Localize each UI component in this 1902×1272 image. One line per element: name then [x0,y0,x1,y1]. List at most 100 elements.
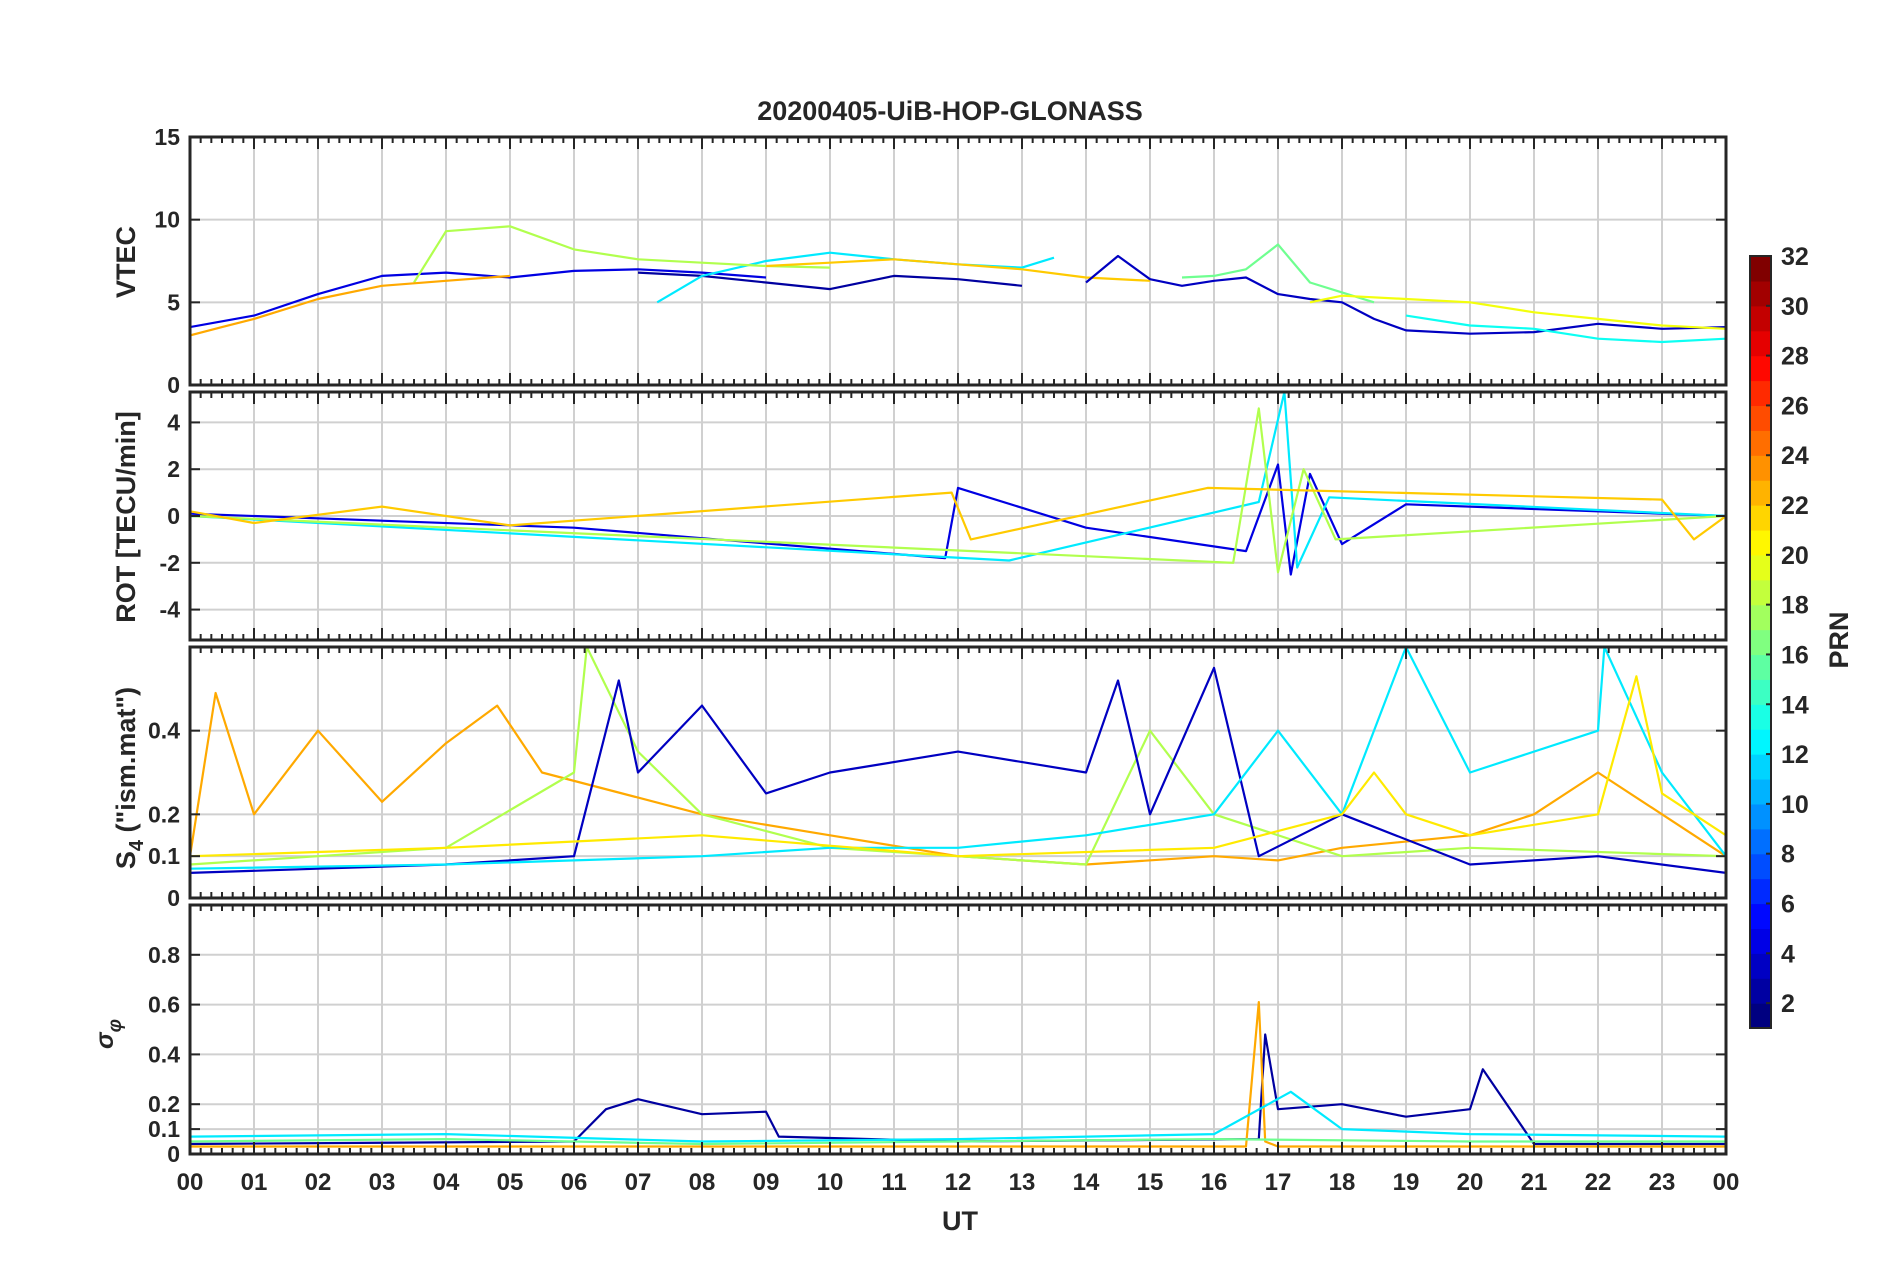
colorbar-tick-label: 24 [1781,442,1809,470]
colorbar-segment [1750,554,1771,581]
rot-series-prn-22 [190,486,1726,541]
colorbar-tick-label: 32 [1781,243,1809,271]
s4-ytick-label: 0 [167,885,180,911]
colorbar-tick-label: 26 [1781,392,1809,420]
x-tick-label: 05 [497,1169,524,1196]
s4-series-prn-23 [190,691,1726,866]
s4-ytick-label: 0.1 [148,843,180,869]
colorbar-segment [1750,903,1771,929]
rot-series-prn-18 [190,407,1726,574]
colorbar-segment [1750,430,1771,456]
x-axis-label: UT [942,1206,978,1236]
x-tick-label: 16 [1201,1169,1228,1196]
sigma-panel: 00.10.2 0.4 0.6 0.8 00 01 02 03 04 05 06 07 08 09 10 11… [148,903,1740,1196]
rot-ytick-label: 0 [167,503,180,529]
panels: 051015-4-202400.10.20.400.10.20.40.60.80… [148,124,1739,1196]
colorbar-segment [1750,480,1771,506]
s4-ytick-label: 0.4 [148,718,180,744]
x-tick-label: 07 [625,1169,652,1196]
colorbar-segment [1750,405,1771,431]
colorbar-tick-label: 14 [1781,691,1809,719]
colorbar-tick-label: 6 [1781,890,1795,918]
colorbar-tick-label: 10 [1781,791,1809,819]
colorbar-segment [1750,604,1771,631]
colorbar-segment [1750,828,1771,855]
sigma-series-prn-16 [190,1138,1726,1146]
sigma-ytick-label: 0.2 [148,1091,180,1117]
x-tick-label: 14 [1073,1169,1100,1196]
vtec-series-prn-13 [1405,314,1726,344]
colorbar-tick-label: 4 [1781,940,1795,968]
colorbar-segment [1750,803,1771,830]
x-tick-label: 21 [1521,1169,1548,1196]
rot-ytick-label: -2 [160,550,180,576]
colorbar-tick-label: 20 [1781,542,1809,570]
vtec-series-prn-12 [656,251,1055,304]
colorbar-segment [1750,1003,1771,1029]
sigma-ytick-label: 0 [167,1141,180,1167]
x-tick-label: 19 [1393,1169,1420,1196]
sigma-ylabel: σφ [91,1019,126,1049]
colorbar-segment [1750,978,1771,1004]
x-tick-label: 03 [369,1169,396,1196]
colorbar-segment [1750,878,1771,905]
x-tick-label: 15 [1137,1169,1164,1196]
rot-series-prn-12 [190,392,1726,569]
x-tick-label: 06 [561,1169,588,1196]
x-tick-label: 00 [1713,1169,1740,1196]
vtec-series-prn-20 [1309,294,1726,330]
vtec-series-prn-4 [190,268,767,329]
colorbar-segment [1750,579,1771,606]
rot-panel: -4 -2 0 2 4 [160,390,1728,642]
vtec-series-prn-3 [1085,254,1726,335]
colorbar-segment [1750,928,1771,954]
colorbar-segment [1750,529,1771,556]
x-tick-label: 10 [817,1169,844,1196]
sigma-ylabel-main: σ [91,1031,119,1049]
sigma-ytick-label: 0.6 [148,992,180,1018]
colorbar-segment [1750,330,1771,357]
vtec-series-prn-16 [1181,243,1375,304]
rot-ylabel: ROT [TECU/min] [111,411,141,622]
colorbar-segment [1750,654,1771,680]
rot-ytick-label: 4 [167,409,180,435]
vtec-ytick-label: 10 [154,207,180,233]
sigma-ylabel-sub: φ [105,1019,126,1032]
vtec-series-group [190,225,1726,344]
x-tick-label: 12 [945,1169,972,1196]
x-tick-label: 17 [1265,1169,1292,1196]
s4-series-group [190,647,1726,874]
x-tick-label: 13 [1009,1169,1036,1196]
vtec-series-prn-22 [765,258,1151,282]
x-tick-label: 11 [881,1169,906,1196]
sigma-ytick-label: 0.4 [148,1041,180,1067]
colorbar-segment [1750,754,1771,780]
rot-ytick-label: -4 [160,597,181,623]
colorbar-tick-label: 22 [1781,492,1809,520]
colorbar-segment [1750,729,1771,755]
s4-series-prn-21 [190,675,1726,858]
vtec-series-prn-18 [413,225,831,284]
colorbar-segment [1750,280,1771,307]
colorbar-segment [1750,505,1771,531]
s4-ylabel-rest: ("ism.mat") [111,687,141,840]
rot-series-group [190,392,1726,576]
s4-ylabel-main: S [111,851,141,869]
s4-ylabel-sub: 4 [126,839,148,851]
colorbar-segment [1750,679,1771,705]
colorbar-tick-label: 28 [1781,343,1809,371]
x-tick-label: 01 [241,1169,268,1196]
s4-panel: 0 0.1 0.2 0.4 [148,645,1728,911]
x-tick-label: 08 [689,1169,716,1196]
sigma-series-prn-12 [190,1090,1726,1143]
x-tick-label: 09 [753,1169,780,1196]
vtec-ylabel: VTEC [111,226,141,298]
colorbar-segment [1750,380,1771,407]
vtec-series-prn-23 [190,274,511,337]
rot-ytick-label: 2 [167,456,180,482]
colorbar-segment [1750,853,1771,880]
colorbar-tick-label: 8 [1781,841,1795,869]
vtec-ytick-label: 15 [154,124,180,150]
